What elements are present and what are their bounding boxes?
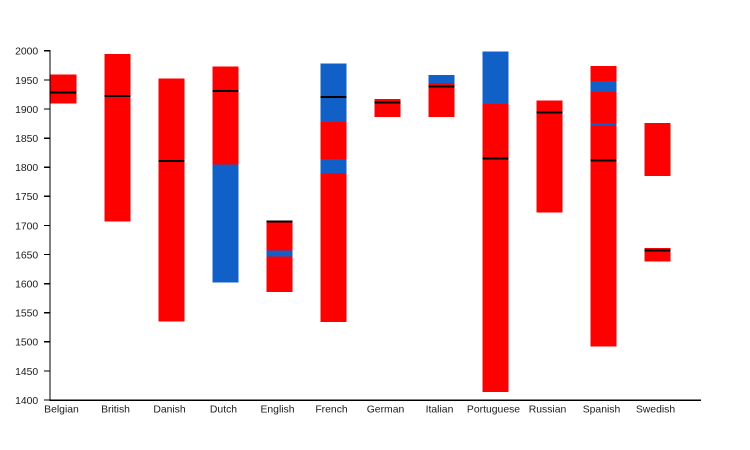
svg-text:British: British xyxy=(101,404,130,415)
svg-text:1450: 1450 xyxy=(15,367,38,378)
svg-text:1850: 1850 xyxy=(15,134,38,145)
svg-text:Danish: Danish xyxy=(153,404,186,415)
svg-text:1400: 1400 xyxy=(15,396,38,407)
svg-text:Italian: Italian xyxy=(426,404,454,415)
svg-text:1650: 1650 xyxy=(15,250,38,261)
svg-text:1500: 1500 xyxy=(15,338,38,349)
svg-text:1900: 1900 xyxy=(15,105,38,116)
svg-text:1550: 1550 xyxy=(15,309,38,320)
svg-text:1700: 1700 xyxy=(15,221,38,232)
svg-text:1750: 1750 xyxy=(15,192,38,203)
svg-text:Swedish: Swedish xyxy=(636,404,675,415)
svg-text:Spanish: Spanish xyxy=(583,404,621,415)
svg-text:Russian: Russian xyxy=(529,404,567,415)
svg-text:2000: 2000 xyxy=(15,47,38,58)
svg-text:English: English xyxy=(260,404,294,415)
svg-text:1600: 1600 xyxy=(15,280,38,291)
svg-text:French: French xyxy=(315,404,348,415)
svg-text:German: German xyxy=(367,404,405,415)
svg-text:1950: 1950 xyxy=(15,76,38,87)
svg-text:Dutch: Dutch xyxy=(210,404,237,415)
svg-text:1800: 1800 xyxy=(15,163,38,174)
svg-text:Portuguese: Portuguese xyxy=(467,404,520,415)
svg-text:Belgian: Belgian xyxy=(44,404,79,415)
